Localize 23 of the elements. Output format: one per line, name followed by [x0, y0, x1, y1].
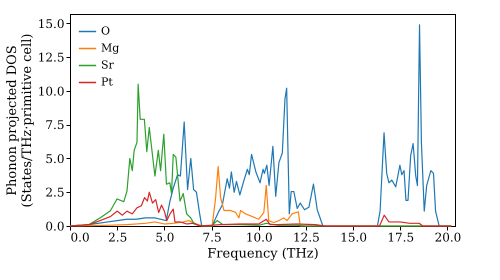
- y-tick-label: 15.0: [38, 16, 64, 31]
- y-axis-title: Phonon projected DOS (States/THz·primitive cell): [4, 33, 35, 208]
- y-tick-label: 10.0: [38, 84, 64, 98]
- x-tick-label: 15.0: [340, 230, 367, 244]
- legend-label: Sr: [101, 58, 115, 72]
- y-tick-label: 5.0: [45, 152, 64, 166]
- x-tick-label: 7.5: [202, 230, 222, 244]
- y-tick-label: 2.5: [45, 186, 64, 200]
- legend-label: O: [101, 24, 110, 38]
- y-tick-label: 0.0: [45, 220, 64, 234]
- line-series: [69, 192, 452, 227]
- x-tick-label: 5.0: [155, 230, 174, 244]
- x-tick-label: 0.0: [70, 230, 90, 244]
- x-tick-label: 20.0: [434, 230, 462, 244]
- legend-label: Mg: [101, 42, 120, 54]
- y-tick-label: 12.5: [38, 50, 64, 65]
- x-tick-label: 2.5: [108, 230, 128, 244]
- legend-label: Pt: [101, 76, 114, 88]
- x-axis-title: Frequency (THz): [207, 246, 319, 262]
- x-tick-label: 12.5: [293, 230, 320, 244]
- x-tick-label: 10.0: [246, 230, 273, 244]
- x-tick-label: 17.5: [387, 230, 414, 244]
- y-tick-label: 7.5: [45, 118, 64, 132]
